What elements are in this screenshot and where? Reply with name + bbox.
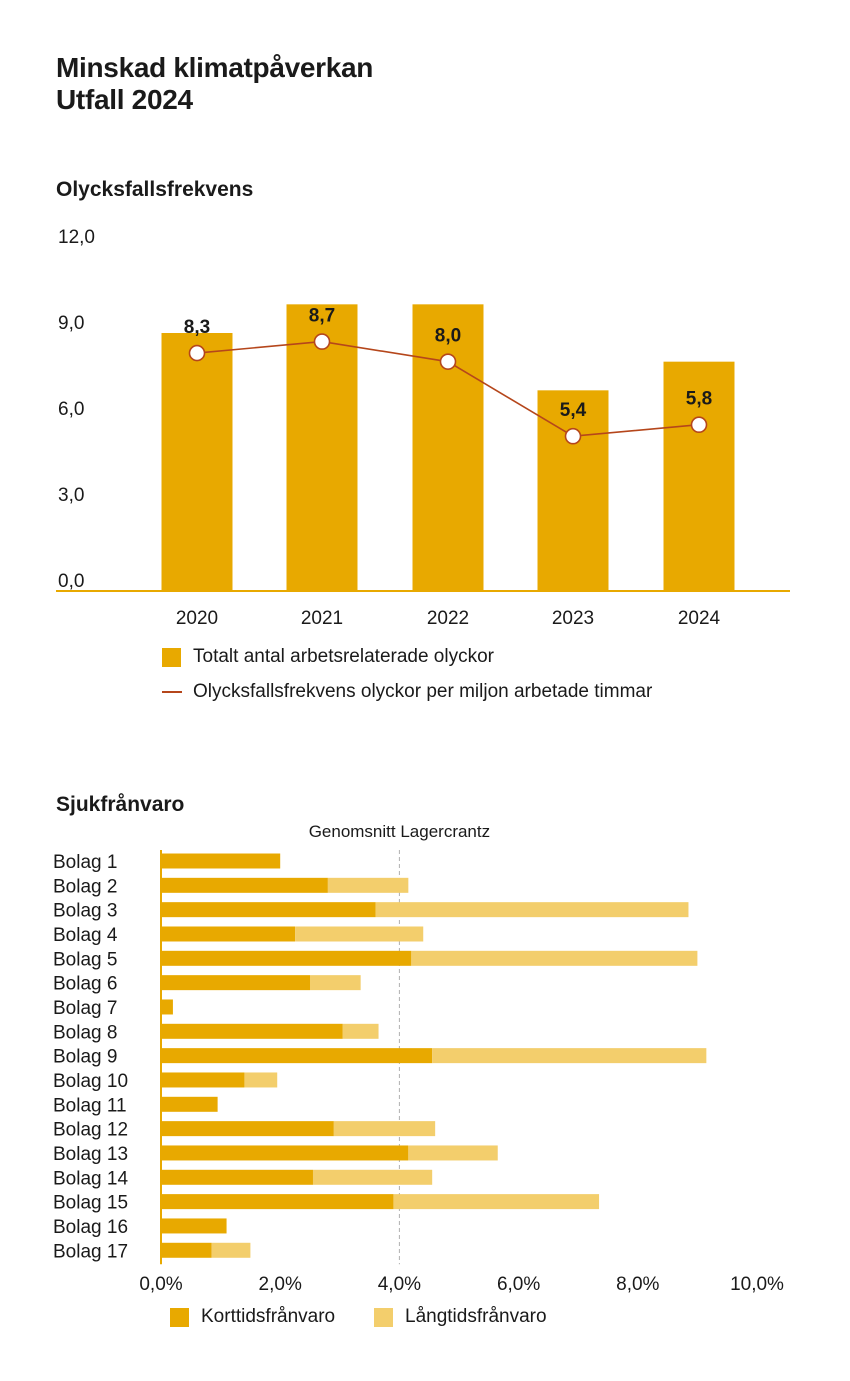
bar-short-term xyxy=(162,926,296,942)
category-label: Bolag 13 xyxy=(53,1144,128,1165)
bar-short-term xyxy=(162,853,281,869)
bar-long-term xyxy=(393,1194,600,1210)
legend-swatch-short-term xyxy=(170,1307,189,1327)
data-label: 5,4 xyxy=(560,400,587,421)
category-label: Bolag 12 xyxy=(53,1120,128,1141)
bar-2023 xyxy=(537,390,609,591)
chart2-title: Sjukfrånvaro xyxy=(56,793,185,816)
legend-item-bars: Totalt antal arbetsrelaterade olyckor xyxy=(162,646,494,668)
y-tick-label: 12,0 xyxy=(58,227,95,248)
accident-frequency-chart: 0,0 3,0 6,0 9,0 12,0 2020 2021 2022 2023 2024 8,3 8… xyxy=(56,227,790,629)
category-label: Bolag 11 xyxy=(53,1095,127,1116)
bar-long-term xyxy=(411,950,698,966)
bar-2021 xyxy=(286,304,358,591)
bar-long-term xyxy=(408,1145,498,1161)
category-label: Bolag 2 xyxy=(53,876,117,897)
category-label: Bolag 5 xyxy=(53,949,117,970)
bar-short-term xyxy=(162,1169,313,1185)
bar-short-term xyxy=(162,975,310,991)
x-tick-label: 10,0% xyxy=(730,1274,784,1295)
bar-long-term xyxy=(211,1242,251,1258)
bar-long-term xyxy=(375,902,689,918)
legend-item-long-term: Långtidsfrånvaro xyxy=(374,1306,547,1328)
bar-long-term xyxy=(312,1169,433,1185)
x-tick-label: 2023 xyxy=(552,608,594,629)
line-point-2020 xyxy=(188,344,206,362)
x-tick-label: 0,0% xyxy=(139,1274,182,1295)
legend-item-line: Olycksfallsfrekvens olyckor per miljon a… xyxy=(162,681,652,703)
data-label: 5,8 xyxy=(686,389,712,410)
title-line-1: Minskad klimatpåverkan xyxy=(56,52,374,83)
y-tick-label: 9,0 xyxy=(58,313,84,334)
x-tick-label: 2024 xyxy=(678,608,721,629)
bar-short-term xyxy=(162,999,173,1015)
x-tick-label: 6,0% xyxy=(497,1274,540,1295)
x-tick-label: 2020 xyxy=(176,608,218,629)
data-label: 8,7 xyxy=(309,306,335,327)
bar-short-term xyxy=(162,1023,343,1039)
category-label: Bolag 7 xyxy=(53,998,117,1019)
bar-long-term xyxy=(310,975,361,991)
bar-short-term xyxy=(162,1096,218,1112)
reference-line-label: Genomsnitt Lagercrantz xyxy=(309,822,490,841)
line-point-2021 xyxy=(313,333,331,350)
bar-short-term xyxy=(162,1145,409,1161)
bar-short-term xyxy=(162,1242,212,1258)
line-point-2022 xyxy=(439,353,457,370)
bar-2024 xyxy=(663,361,735,591)
title-line-2: Utfall 2024 xyxy=(56,84,193,115)
category-label: Bolag 17 xyxy=(53,1241,128,1262)
bar-short-term xyxy=(162,1218,227,1234)
bar-long-term xyxy=(432,1048,707,1064)
category-label: Bolag 6 xyxy=(53,974,117,995)
x-tick-label: 2021 xyxy=(301,608,343,629)
bar-long-term xyxy=(342,1023,379,1039)
data-label: 8,3 xyxy=(184,317,210,338)
bar-2022 xyxy=(412,304,484,591)
bar-short-term xyxy=(162,1072,245,1088)
bar-long-term xyxy=(327,877,409,893)
bar-short-term xyxy=(162,877,328,893)
bar-long-term xyxy=(244,1072,278,1088)
category-label: Bolag 3 xyxy=(53,901,117,922)
x-tick-label: 4,0% xyxy=(378,1274,421,1295)
legend-label-short-term: Korttidsfrånvaro xyxy=(201,1306,336,1327)
x-tick-label: 8,0% xyxy=(616,1274,659,1295)
category-label: Bolag 14 xyxy=(53,1168,128,1189)
category-label: Bolag 4 xyxy=(53,925,118,946)
legend-label-long-term: Långtidsfrånvaro xyxy=(405,1306,547,1327)
legend-label-bars: Totalt antal arbetsrelaterade olyckor xyxy=(193,646,494,667)
category-label: Bolag 10 xyxy=(53,1071,128,1092)
legend-label-line: Olycksfallsfrekvens olyckor per miljon a… xyxy=(193,681,653,702)
category-label: Bolag 1 xyxy=(53,852,117,873)
y-tick-label: 3,0 xyxy=(58,485,84,506)
legend-swatch-line xyxy=(162,691,182,693)
bar-short-term xyxy=(162,1194,394,1210)
category-label: Bolag 16 xyxy=(53,1217,128,1238)
data-label: 8,0 xyxy=(435,326,461,347)
chart1-title: Olycksfallsfrekvens xyxy=(56,178,254,201)
bar-short-term xyxy=(162,1048,433,1064)
x-tick-label: 2022 xyxy=(427,608,469,629)
bar-short-term xyxy=(162,1121,334,1137)
y-tick-label: 0,0 xyxy=(58,571,84,592)
legend-swatch-long-term xyxy=(374,1307,393,1327)
bar-short-term xyxy=(162,950,412,966)
line-point-2023 xyxy=(564,427,582,445)
bar-long-term xyxy=(295,926,424,942)
bar-2020 xyxy=(161,333,233,591)
category-label: Bolag 15 xyxy=(53,1193,128,1214)
category-label: Bolag 9 xyxy=(53,1047,117,1068)
bar-long-term xyxy=(333,1121,436,1137)
line-point-2024 xyxy=(690,416,708,434)
page-title: Minskad klimatpåverkan Utfall 2024 xyxy=(56,52,373,116)
legend-item-short-term: Korttidsfrånvaro xyxy=(170,1306,335,1328)
category-label: Bolag 8 xyxy=(53,1022,117,1043)
bar-short-term xyxy=(162,902,376,918)
x-tick-label: 2,0% xyxy=(259,1274,302,1295)
legend-swatch-bars xyxy=(162,647,181,667)
y-tick-label: 6,0 xyxy=(58,399,84,420)
